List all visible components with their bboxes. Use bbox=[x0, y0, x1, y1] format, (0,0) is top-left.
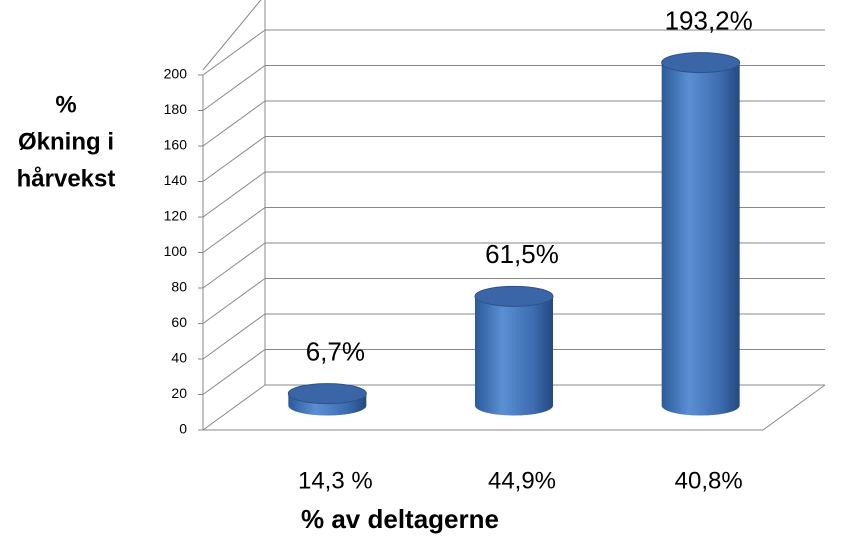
grid-line bbox=[202, 136, 266, 182]
x-tick-label: 14,3 % bbox=[298, 467, 373, 494]
y-tick-label: 60 bbox=[171, 314, 187, 330]
y-axis-label-line: hårvekst bbox=[17, 165, 116, 192]
grid-line bbox=[202, 384, 266, 431]
axis-line bbox=[202, 0, 262, 71]
grid-line bbox=[202, 313, 266, 360]
y-axis-label-line: Økning i bbox=[18, 128, 114, 155]
y-tick-label: 20 bbox=[171, 385, 187, 401]
y-axis-label-line: % bbox=[55, 91, 76, 118]
bar-top bbox=[474, 285, 554, 307]
value-label: 193,2% bbox=[665, 5, 753, 35]
grid-line bbox=[202, 349, 266, 395]
y-tick-label: 40 bbox=[171, 350, 187, 366]
grid-line bbox=[202, 171, 266, 218]
x-tick-label: 44,9% bbox=[488, 467, 556, 494]
bar-top bbox=[661, 52, 741, 74]
y-tick-label: 160 bbox=[164, 137, 188, 153]
bar bbox=[475, 296, 553, 416]
grid-line bbox=[202, 242, 266, 289]
y-tick-label: 100 bbox=[164, 243, 188, 259]
grid-line bbox=[202, 65, 266, 111]
y-tick-label: 140 bbox=[164, 172, 188, 188]
x-tick-label: 40,8% bbox=[675, 467, 743, 494]
y-tick-label: 0 bbox=[179, 421, 187, 437]
x-axis-label: % av deltagerne bbox=[301, 504, 499, 534]
y-tick-label: 180 bbox=[164, 101, 188, 117]
y-tick-label: 200 bbox=[164, 66, 188, 82]
grid-line bbox=[202, 278, 266, 324]
y-tick-label: 80 bbox=[171, 279, 187, 295]
value-label: 6,7% bbox=[306, 336, 365, 366]
bar bbox=[661, 62, 740, 416]
y-axis-label: % Økning i hårvekst bbox=[17, 91, 116, 192]
floor-edge bbox=[203, 384, 826, 431]
grid-line bbox=[202, 29, 266, 76]
value-label: 61,5% bbox=[485, 239, 559, 269]
bar-top bbox=[287, 383, 367, 405]
y-tick-label: 120 bbox=[164, 208, 188, 224]
grid-line bbox=[202, 100, 266, 147]
grid-line bbox=[202, 207, 266, 253]
